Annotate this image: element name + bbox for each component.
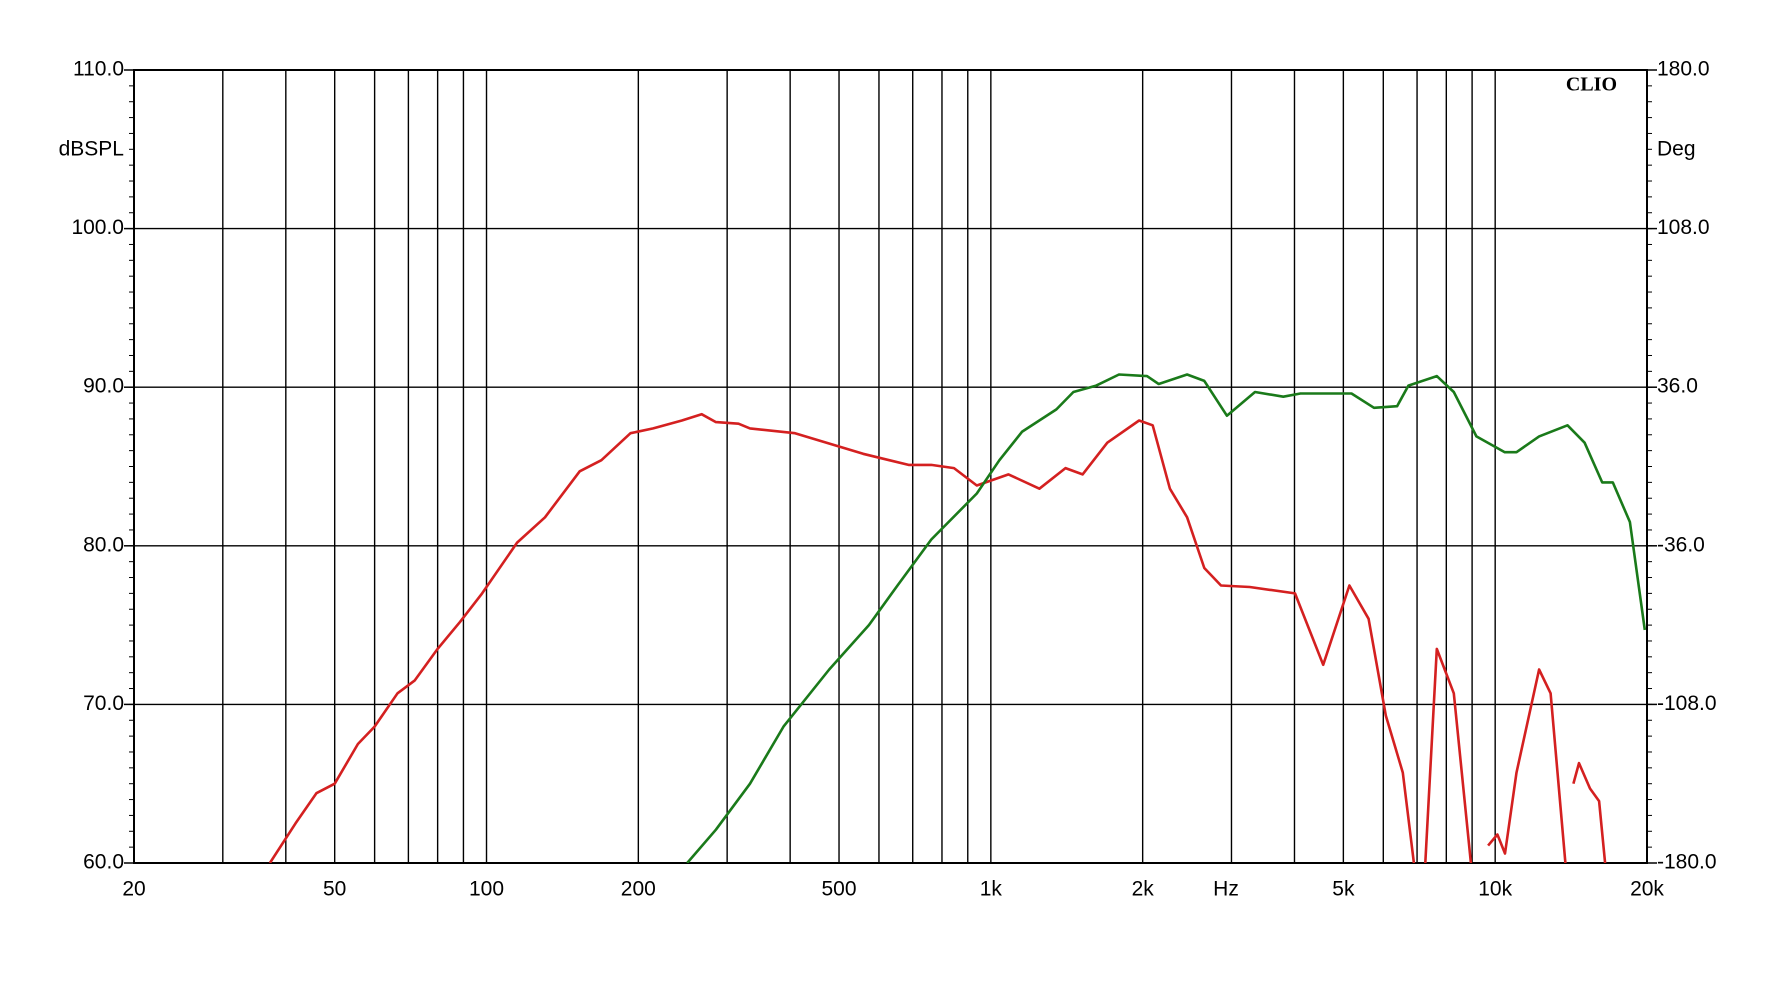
y-tick-label: 100.0	[71, 216, 124, 239]
y-axis-label: dBSPL	[59, 138, 124, 161]
y-tick-label: 110.0	[73, 58, 124, 81]
x-tick-label: 50	[323, 878, 346, 901]
y2-tick-label: 108.0	[1657, 216, 1710, 239]
brand-logo: CLIO	[1566, 74, 1617, 96]
plot-frame	[133, 69, 1648, 864]
y-tick-label: 60.0	[83, 851, 124, 874]
y2-tick-label: -180.0	[1657, 851, 1717, 874]
y-tick-label: 90.0	[83, 375, 124, 398]
x-axis-label: Hz	[1213, 878, 1239, 901]
x-tick-label: 200	[621, 878, 656, 901]
y-tick-label: 80.0	[83, 533, 124, 556]
y2-tick-label: -36.0	[1657, 533, 1705, 556]
x-tick-label: 500	[822, 878, 857, 901]
plot-area	[268, 373, 1647, 863]
series-line	[686, 373, 1647, 863]
x-tick-label: 1k	[980, 878, 1003, 901]
series-line	[268, 412, 1607, 863]
y2-tick-label: 36.0	[1657, 375, 1698, 398]
x-tick-label: 5k	[1332, 878, 1355, 901]
y2-tick-label: -108.0	[1657, 692, 1717, 715]
x-tick-label: 20k	[1630, 878, 1664, 901]
x-tick-label: 10k	[1478, 878, 1512, 901]
x-tick-label: 20	[122, 878, 145, 901]
x-tick-label: 100	[469, 878, 504, 901]
x-tick-label: 2k	[1132, 878, 1155, 901]
y2-axis-label: Deg	[1657, 138, 1696, 161]
y-tick-label: 70.0	[83, 692, 124, 715]
y2-tick-label: 180.0	[1657, 58, 1710, 81]
